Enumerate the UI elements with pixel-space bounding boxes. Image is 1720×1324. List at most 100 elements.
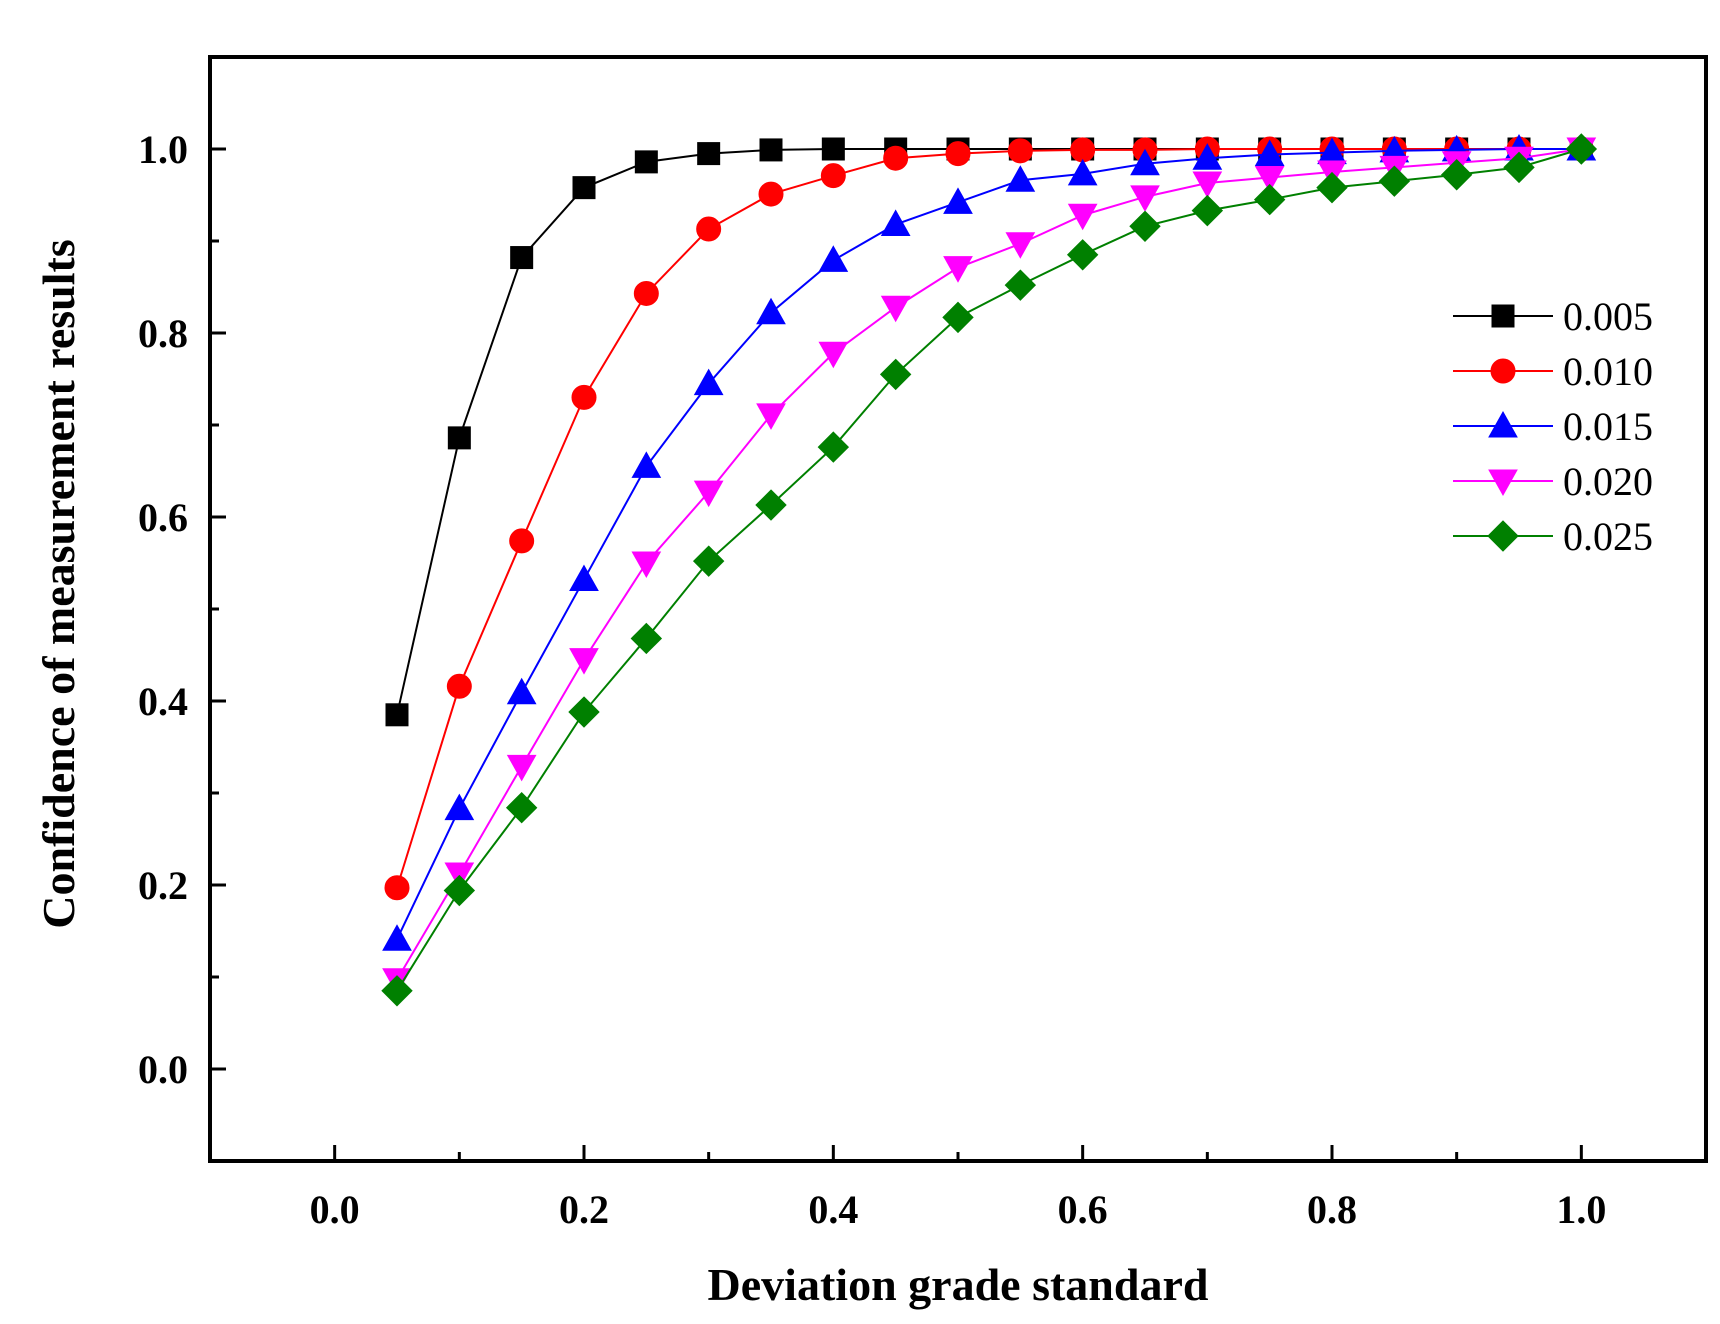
data-point-0.010-0.55 [1007, 138, 1033, 164]
data-point-0.005-0.2 [572, 176, 596, 200]
data-point-0.005-0.3 [697, 142, 721, 166]
y-tick-label-0.2: 0.2 [138, 863, 188, 908]
series-layer [381, 133, 1598, 1007]
y-tick-label-0.0: 0.0 [138, 1047, 188, 1092]
y-tick-label-1.0: 1.0 [138, 127, 188, 172]
x-tick-label-0.4: 0.4 [808, 1187, 858, 1232]
data-point-0.025-0.15 [505, 792, 538, 824]
data-point-0.025-0.55 [1004, 269, 1037, 301]
data-point-0.015-0.7 [1192, 143, 1223, 170]
data-point-0.020-0.45 [880, 295, 911, 323]
x-tick-label-1.0: 1.0 [1556, 1187, 1606, 1232]
data-point-0.020-0.35 [756, 403, 786, 430]
data-point-0.005-0.15 [510, 246, 534, 270]
data-point-0.025-0.75 [1253, 183, 1286, 216]
series-0.025 [381, 133, 1598, 1007]
data-point-0.010-0.6 [1070, 137, 1096, 163]
legend-label-0.025: 0.025 [1563, 514, 1653, 559]
data-point-0.020-0.2 [569, 648, 599, 675]
x-tick-label-0.6: 0.6 [1058, 1187, 1108, 1232]
data-point-0.010-0.4 [820, 163, 846, 189]
data-point-0.010-0.25 [633, 280, 659, 306]
axes: 0.0 0.2 0.4 0.6 0.8 1.0 0.0 0.2 0.4 0.6 0.8 1.0 [138, 127, 1606, 1232]
series-line-0.010 [396, 148, 1582, 889]
data-point-0.010-0.35 [758, 181, 784, 207]
data-point-0.025-0.8 [1316, 171, 1348, 204]
series-line-0.005 [396, 148, 1582, 716]
data-point-0.025-0.25 [630, 622, 663, 655]
series-0.010 [384, 136, 1594, 901]
series-line-0.015 [396, 148, 1582, 940]
series-0.015 [382, 133, 1597, 951]
data-point-0.010-0.3 [696, 216, 722, 242]
data-point-0.025-0.45 [879, 358, 912, 391]
data-point-0.015-0.5 [943, 187, 973, 214]
y-axis-title: Confidence of measurement results [33, 239, 84, 928]
data-point-0.005-0.1 [447, 426, 471, 450]
x-axis-title: Deviation grade standard [708, 1259, 1209, 1310]
data-point-0.020-0.7 [1192, 171, 1223, 199]
data-point-0.020-0.6 [1067, 203, 1098, 231]
legend-label-0.005: 0.005 [1563, 294, 1653, 339]
data-point-0.010-0.5 [945, 141, 971, 167]
data-point-0.020-0.25 [631, 551, 662, 579]
legend-marker-0.020 [1488, 469, 1518, 497]
legend-item-0.025: 0.025 [1453, 514, 1653, 559]
data-point-0.015-0.75 [1254, 139, 1285, 167]
data-point-0.005-0.25 [634, 150, 658, 174]
legend-item-0.015: 0.015 [1453, 404, 1653, 449]
data-point-0.015-0.2 [569, 564, 599, 592]
data-point-0.025-0.2 [568, 696, 600, 728]
data-point-0.015-0.15 [506, 677, 537, 705]
y-tick-label-0.4: 0.4 [138, 679, 188, 724]
data-point-0.010-0.05 [384, 875, 410, 901]
data-point-0.015-0.35 [756, 297, 786, 325]
data-point-0.020-0.5 [943, 256, 973, 283]
data-point-0.015-0.6 [1067, 158, 1098, 186]
series-0.020 [382, 137, 1597, 995]
data-point-0.025-0.4 [817, 431, 850, 463]
data-point-0.015-0.45 [880, 209, 911, 236]
data-point-0.015-0.55 [1005, 165, 1036, 192]
data-point-0.025-0.7 [1191, 194, 1224, 227]
data-point-0.025-0.05 [381, 975, 413, 1007]
legend-item-0.020: 0.020 [1453, 459, 1653, 504]
data-point-0.025-0.5 [942, 301, 974, 334]
y-tick-label-0.6: 0.6 [138, 495, 188, 540]
series-0.005 [385, 137, 1593, 727]
data-point-0.005-0.05 [385, 703, 409, 727]
data-point-0.015-0.25 [631, 451, 662, 478]
data-point-0.025-1 [1565, 133, 1598, 165]
series-line-0.020 [396, 148, 1582, 981]
data-point-0.020-0.4 [818, 341, 849, 369]
data-point-0.025-0.35 [755, 489, 787, 521]
legend-marker-0.015 [1488, 410, 1518, 438]
data-point-0.015-0.3 [693, 368, 724, 396]
legend-label-0.010: 0.010 [1563, 349, 1653, 394]
x-tick-label-0.2: 0.2 [559, 1187, 609, 1232]
data-point-0.015-0.65 [1130, 148, 1160, 176]
data-point-0.025-0.85 [1378, 165, 1411, 197]
legend-marker-0.010 [1490, 358, 1516, 384]
data-point-0.020-0.65 [1130, 185, 1160, 212]
x-tick-label-0.0: 0.0 [310, 1187, 360, 1232]
y-tick-label-0.8: 0.8 [138, 311, 188, 356]
data-point-0.025-0.1 [443, 874, 476, 907]
series-line-0.025 [396, 148, 1582, 992]
data-point-0.005-0.4 [821, 137, 845, 161]
legend-marker-0.025 [1487, 520, 1519, 552]
data-point-0.010-0.15 [509, 528, 535, 554]
legend-label-0.020: 0.020 [1563, 459, 1653, 504]
legend: 0.005 0.010 0.015 0.020 0.025 [1453, 294, 1653, 559]
data-point-0.020-0.3 [693, 480, 724, 508]
data-point-0.010-0.1 [446, 673, 472, 699]
legend-label-0.015: 0.015 [1563, 404, 1653, 449]
legend-marker-0.005 [1491, 304, 1515, 328]
data-point-0.015-0.1 [444, 793, 475, 821]
data-point-0.025-0.6 [1066, 239, 1099, 271]
legend-item-0.005: 0.005 [1453, 294, 1653, 339]
data-point-0.025-0.65 [1129, 210, 1161, 242]
data-point-0.010-0.45 [883, 145, 909, 171]
data-point-0.020-0.75 [1254, 166, 1285, 193]
